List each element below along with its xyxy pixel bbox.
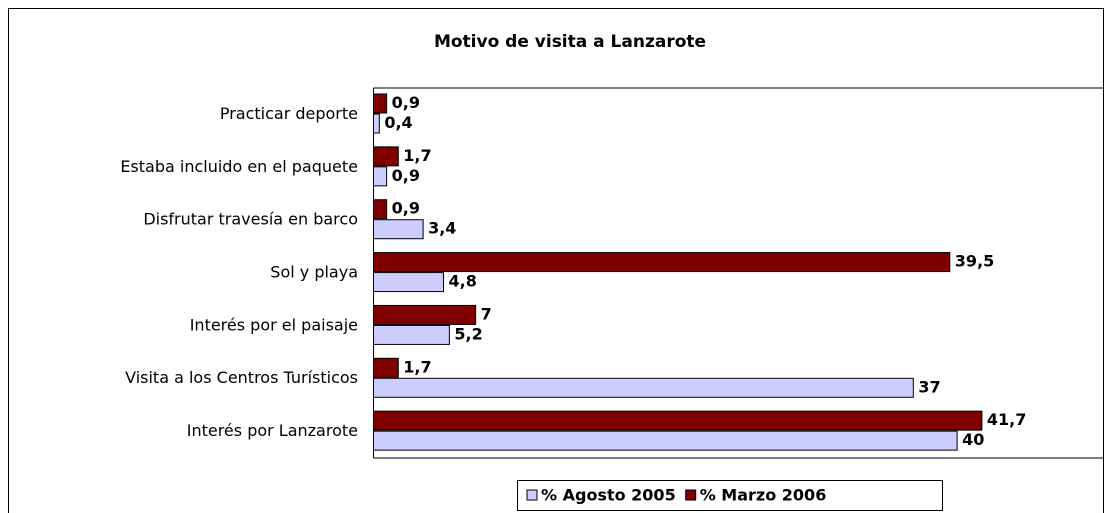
bar: [373, 357, 399, 378]
legend-swatch: [685, 489, 697, 501]
legend-label: % Agosto 2005: [541, 486, 676, 505]
value-label: 4,8: [449, 272, 477, 291]
value-label: 37: [918, 377, 940, 396]
value-label: 39,5: [955, 252, 994, 271]
value-label: 1,7: [403, 146, 431, 165]
legend-swatch: [526, 489, 538, 501]
value-label: 0,9: [392, 166, 420, 185]
value-label: 41,7: [987, 410, 1026, 429]
bar: [373, 199, 388, 220]
value-label: 40: [962, 430, 984, 449]
bar: [373, 113, 380, 134]
y-tick-label: Sol y playa: [270, 263, 358, 282]
bar: [373, 93, 388, 114]
bar: [373, 146, 399, 167]
legend-box: [517, 480, 943, 511]
value-label: 0,9: [392, 93, 420, 112]
bar: [373, 304, 477, 325]
y-tick-label: Interés por el paisaje: [190, 315, 358, 334]
bar: [373, 324, 450, 345]
y-tick-label: Interés por Lanzarote: [187, 421, 358, 440]
value-label: 5,2: [454, 324, 482, 343]
bar: [373, 252, 951, 273]
bar: [373, 430, 958, 451]
legend-label: % Marzo 2006: [700, 486, 827, 505]
value-label: 0,9: [392, 199, 420, 218]
value-label: 0,4: [384, 113, 412, 132]
bar: [373, 219, 424, 240]
y-tick-label: Visita a los Centros Turísticos: [125, 368, 358, 387]
chart-title: Motivo de visita a Lanzarote: [434, 32, 706, 52]
y-tick-label: Estaba incluido en el paquete: [120, 157, 358, 176]
y-tick-label: Disfrutar travesía en barco: [143, 210, 358, 229]
bar: [373, 166, 388, 187]
value-label: 3,4: [428, 219, 456, 238]
value-label: 1,7: [403, 357, 431, 376]
bar: [373, 272, 445, 293]
bar: [373, 377, 914, 398]
bar: [373, 410, 983, 431]
y-tick-label: Practicar deporte: [220, 104, 358, 123]
value-label: 7: [481, 304, 492, 323]
